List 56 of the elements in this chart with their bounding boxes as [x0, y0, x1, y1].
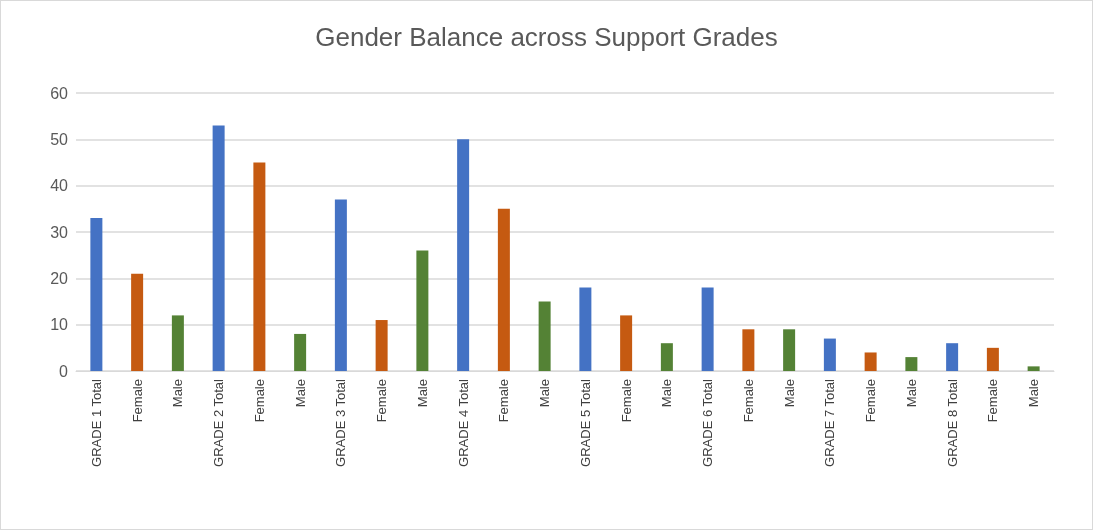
- x-tick-label: Female: [618, 379, 634, 423]
- x-tick-label: Male: [537, 379, 553, 408]
- y-tick-label: 50: [50, 130, 69, 148]
- x-tick-label: Male: [292, 379, 308, 408]
- bar: [1027, 366, 1040, 371]
- bar: [416, 250, 429, 371]
- x-tick-label: GRADE 6 Total: [700, 378, 716, 467]
- x-tick-label: GRADE 5 Total: [577, 378, 593, 467]
- bar: [212, 125, 225, 371]
- x-tick-label: GRADE 7 Total: [822, 378, 838, 467]
- bar: [864, 352, 877, 371]
- bar: [579, 287, 592, 371]
- y-tick-label: 60: [50, 84, 69, 102]
- x-tick-label: Female: [863, 379, 879, 423]
- bar: [131, 273, 144, 371]
- y-tick-label: 10: [50, 316, 69, 334]
- bar: [457, 139, 470, 371]
- bar: [660, 343, 673, 371]
- y-tick-label: 0: [59, 362, 69, 380]
- bar: [986, 347, 999, 371]
- x-tick-label: GRADE 3 Total: [333, 378, 349, 467]
- x-tick-label: Male: [170, 379, 186, 408]
- bar: [905, 357, 918, 371]
- x-tick-label: GRADE 8 Total: [944, 378, 960, 467]
- x-tick-label: Female: [985, 379, 1001, 423]
- chart-title: Gender Balance across Support Grades: [315, 22, 778, 52]
- x-tick-label: Male: [1026, 379, 1042, 408]
- bar: [294, 333, 307, 371]
- bar: [783, 329, 796, 371]
- y-tick-label: 30: [50, 223, 69, 241]
- x-tick-label: Female: [251, 379, 267, 423]
- bar: [171, 315, 184, 371]
- x-tick-label: Female: [129, 379, 145, 423]
- bar: [375, 320, 388, 371]
- bar: [538, 301, 551, 371]
- bar: [742, 329, 755, 371]
- x-tick-label: Female: [496, 379, 512, 423]
- bar: [946, 343, 959, 371]
- bar: [620, 315, 633, 371]
- x-tick-label: Male: [659, 379, 675, 408]
- x-tick-label: Male: [781, 379, 797, 408]
- bar: [334, 199, 347, 371]
- bar: [701, 287, 714, 371]
- y-tick-label: 40: [50, 177, 69, 195]
- bar: [90, 218, 103, 371]
- bar: [253, 162, 266, 371]
- x-tick-label: GRADE 2 Total: [211, 378, 227, 467]
- x-tick-label: Female: [374, 379, 390, 423]
- x-tick-label: Male: [903, 379, 919, 408]
- x-tick-label: Female: [740, 379, 756, 423]
- y-tick-label: 20: [50, 269, 69, 287]
- x-tick-label: Male: [414, 379, 430, 408]
- bar: [497, 208, 510, 371]
- bar: [823, 338, 836, 371]
- x-tick-label: GRADE 1 Total: [88, 378, 104, 467]
- x-tick-label: GRADE 4 Total: [455, 378, 471, 467]
